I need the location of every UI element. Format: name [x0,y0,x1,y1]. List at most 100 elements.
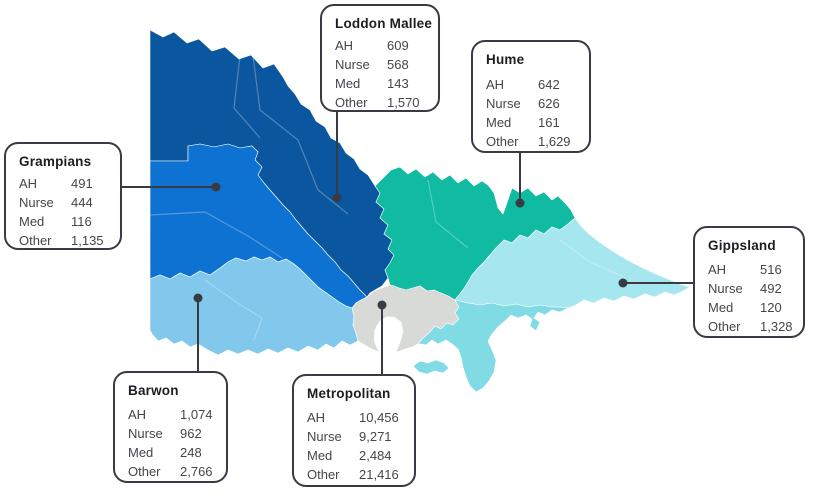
stat-label: Med [128,445,154,460]
stat-row: Med 143 [335,74,425,93]
stat-value: 143 [387,76,409,91]
stat-label: Nurse [335,57,370,72]
stat-value: 642 [538,77,560,92]
stat-row: Nurse 9,271 [307,427,401,446]
stat-value: 161 [538,115,560,130]
stat-value: 248 [180,445,202,460]
stat-label: Other [128,464,161,479]
leader-lines [122,110,694,375]
region-metropolitan [351,284,460,353]
subline-gippsland [559,239,627,279]
stat-row: Med 161 [486,113,576,132]
stat-label: Nurse [307,429,342,444]
stat-label: Other [708,319,741,334]
stat-value: 2,484 [359,448,392,463]
stat-value: 1,629 [538,134,571,149]
callout-loddon-mallee: Loddon Mallee AH 609 Nurse 568 Med 143 Othe… [320,4,440,112]
callout-title: Hume [486,52,525,67]
callout-title: Gippsland [708,238,776,253]
stat-row: Other 1,135 [19,231,107,250]
stat-value: 962 [180,426,202,441]
stat-label: AH [128,407,147,422]
stat-label: Med [708,300,734,315]
leader-dot-metropolitan [377,300,387,310]
stat-row: Other 21,416 [307,465,401,484]
stat-value: 1,570 [387,95,420,110]
stat-label: AH [307,410,326,425]
internal-subregion-borders [149,55,627,341]
stat-row: Nurse 492 [708,279,790,298]
stat-row: AH 10,456 [307,408,401,427]
callout-grampians: Grampians AH 491 Nurse 444 Med 116 Other 1,1… [4,142,122,250]
subline-hume [427,179,469,249]
stat-label: Nurse [19,195,54,210]
stat-label: Other [19,233,52,248]
region-gippsland-south [417,299,570,393]
stat-value: 491 [71,176,93,191]
stat-label: Med [335,76,361,91]
stat-value: 10,456 [359,410,399,425]
callout-title: Metropolitan [307,386,391,401]
callout-metropolitan: Metropolitan AH 10,456 Nurse 9,271 Med 2,48… [292,374,416,487]
stat-label: Med [486,115,512,130]
stat-value: 2,766 [180,464,213,479]
stat-row: Nurse 626 [486,94,576,113]
leader-dot-grampians [211,182,221,192]
stat-row: AH 642 [486,75,576,94]
callout-hume: Hume AH 642 Nurse 626 Med 161 Other 1,629 [471,40,591,153]
region-phillip-island [412,359,450,375]
stat-value: 120 [760,300,782,315]
subline-barwon [204,279,263,341]
stat-label: Med [19,214,45,229]
stat-label: Other [335,95,368,110]
stat-label: Med [307,448,333,463]
stat-row: Other 2,766 [128,462,213,481]
stat-value: 116 [71,214,92,229]
stat-row: AH 1,074 [128,405,213,424]
stat-value: 21,416 [359,467,399,482]
map-regions [149,29,691,393]
stat-value: 1,135 [71,233,104,248]
stat-row: Nurse 444 [19,193,107,212]
stat-row: Med 248 [128,443,213,462]
stat-label: AH [708,262,727,277]
stat-value: 492 [760,281,782,296]
stat-row: Med 2,484 [307,446,401,465]
subline-grampians [149,211,283,259]
stat-value: 1,328 [760,319,793,334]
stat-value: 626 [538,96,560,111]
stat-label: Nurse [128,426,163,441]
callout-title: Loddon Mallee [335,16,433,31]
stat-label: AH [486,77,505,92]
callout-title: Barwon [128,383,179,398]
stat-label: AH [19,176,38,191]
stat-row: Other 1,570 [335,93,425,112]
stat-row: AH 516 [708,260,790,279]
stat-row: Med 120 [708,298,790,317]
stat-row: Other 1,629 [486,132,576,151]
stat-value: 9,271 [359,429,392,444]
stat-label: Nurse [486,96,521,111]
subline-mallee [233,55,261,139]
stat-value: 444 [71,195,93,210]
subline-loddon [252,55,349,215]
leader-dot-hume [515,198,525,208]
leader-dot-gippsland [618,278,628,288]
callout-barwon: Barwon AH 1,074 Nurse 962 Med 248 Other 2,76… [113,371,228,483]
callout-title: Grampians [19,154,92,169]
stat-label: Other [307,467,340,482]
stat-row: Med 116 [19,212,107,231]
stat-label: AH [335,38,354,53]
stat-label: Other [486,134,519,149]
stat-value: 609 [387,38,409,53]
stat-value: 568 [387,57,409,72]
stat-row: Nurse 962 [128,424,213,443]
stat-row: AH 491 [19,174,107,193]
stat-row: AH 609 [335,36,425,55]
stat-row: Other 1,328 [708,317,793,336]
stat-value: 1,074 [180,407,213,422]
stat-label: Nurse [708,281,743,296]
stat-row: Nurse 568 [335,55,425,74]
